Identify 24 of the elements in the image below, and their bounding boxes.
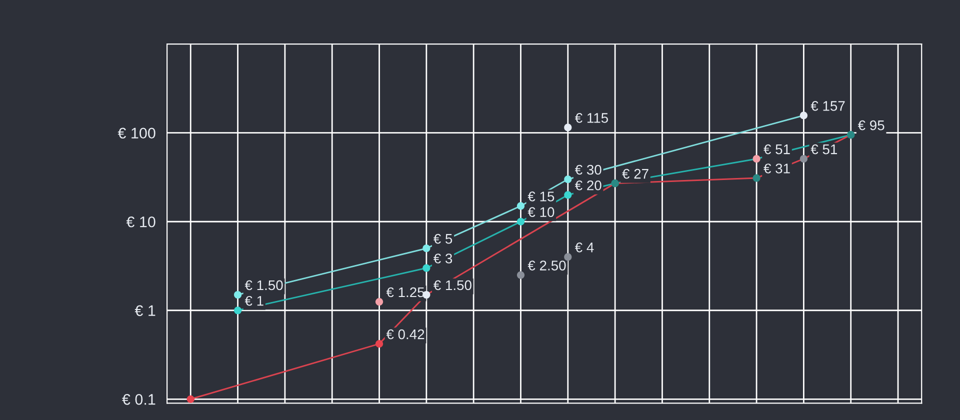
data-label: € 1.50	[433, 280, 472, 290]
data-label: € 4	[574, 242, 594, 252]
data-label: € 5	[433, 234, 452, 244]
y-tick-label: € 1	[134, 305, 156, 316]
data-label: € 3	[433, 254, 452, 264]
data-label: € 20	[574, 180, 602, 190]
data-label: € 1.25	[386, 287, 424, 298]
data-label: € 31	[764, 164, 790, 174]
data-label: € 27	[622, 168, 648, 179]
data-label: € 30	[574, 164, 602, 175]
data-label: € 95	[858, 120, 884, 130]
data-label: € 0.42	[386, 329, 424, 340]
data-label: € 51	[810, 144, 837, 154]
data-label: € 15	[528, 192, 554, 202]
y-tick-label: € 0.1	[122, 394, 156, 405]
data-label: € 157	[810, 101, 845, 111]
data-label: € 115	[574, 113, 608, 123]
y-tick-label: € 10	[126, 216, 156, 228]
data-label: € 1.50	[244, 280, 283, 290]
data-label: € 51	[764, 144, 790, 154]
data-label: € 2.50	[528, 260, 566, 270]
y-tick-label: € 100	[118, 128, 156, 139]
data-label: € 1	[244, 296, 264, 306]
data-label: € 10	[528, 207, 554, 218]
